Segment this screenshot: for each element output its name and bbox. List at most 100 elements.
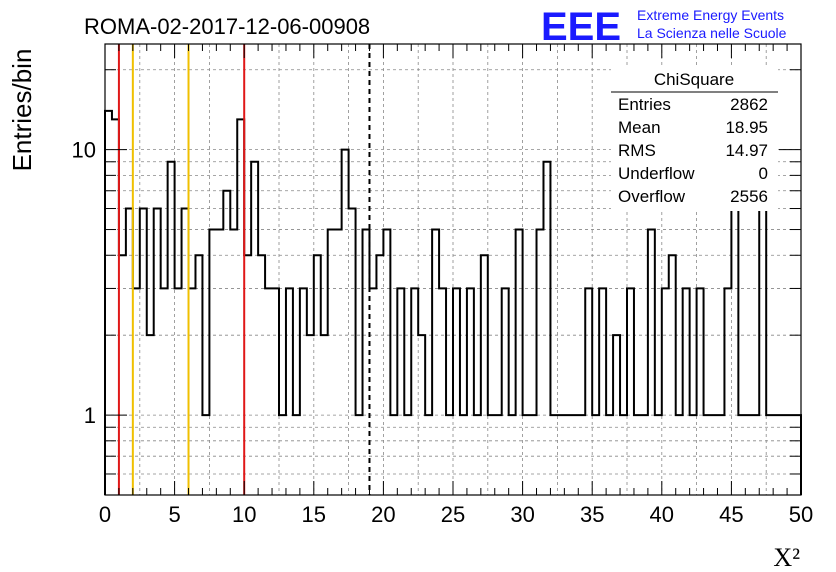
histogram-bin (161, 288, 168, 495)
histogram-bin (230, 230, 237, 495)
eee-logo: EEE Extreme Energy Events La Scienza nel… (541, 5, 787, 49)
histogram-bin (168, 162, 175, 495)
x-tick-label: 25 (441, 502, 465, 527)
histogram-bin (133, 288, 140, 495)
histogram-bin (119, 255, 126, 495)
histogram-bin (223, 191, 230, 495)
x-tick-label: 15 (302, 502, 326, 527)
histogram-bin (279, 415, 286, 495)
x-tick-label: 35 (580, 502, 604, 527)
histogram-bin (585, 288, 592, 495)
histogram-bin (453, 288, 460, 495)
histogram-bin (711, 415, 718, 495)
histogram-bin (704, 415, 711, 495)
histogram-bin (349, 209, 356, 495)
histogram-bin (335, 230, 342, 495)
stats-row-label: Overflow (618, 187, 686, 206)
histogram-bin (321, 335, 328, 495)
histogram-bin (724, 288, 731, 495)
histogram-bin (258, 255, 265, 495)
histogram-bin (390, 415, 397, 495)
stats-row-label: Mean (618, 118, 661, 137)
histogram-bin (697, 288, 704, 495)
histogram-bin (599, 288, 606, 495)
histogram-bin (265, 288, 272, 495)
histogram-bin (293, 415, 300, 495)
histogram-bin (425, 415, 432, 495)
histogram-bin (745, 415, 752, 495)
histogram-bin (557, 415, 564, 495)
histogram-bin (307, 335, 314, 495)
histogram-bin (126, 209, 133, 495)
histogram-bin (397, 288, 404, 495)
histogram-bin (592, 415, 599, 495)
stats-row-value: 2862 (730, 95, 768, 114)
histogram-bin (411, 288, 418, 495)
chart-title: ROMA-02-2017-12-06-00908 (84, 14, 370, 39)
tick-labels: 0 5 10 15 20 25 30 35 40 45 50 1 10 (72, 138, 814, 527)
x-tick-label: 20 (371, 502, 395, 527)
histogram-bin (780, 415, 787, 495)
histogram-bin (237, 119, 244, 495)
stats-title: ChiSquare (654, 70, 734, 89)
x-tick-label: 10 (232, 502, 256, 527)
histogram-bin (523, 415, 530, 495)
histogram-bin (356, 415, 363, 495)
histogram-bin (481, 255, 488, 495)
histogram-bin (439, 288, 446, 495)
histogram-bin (543, 162, 550, 495)
histogram-bin (662, 288, 669, 495)
histogram-bin (627, 288, 634, 495)
histogram-bin (578, 415, 585, 495)
histogram-bin (669, 255, 676, 495)
histogram-bin (773, 415, 780, 495)
stats-row-label: Underflow (618, 164, 695, 183)
histogram-bin (502, 288, 509, 495)
histogram-bin (432, 230, 439, 495)
histogram-bin (404, 415, 411, 495)
histogram-bin (495, 415, 502, 495)
histogram-bin (202, 415, 209, 495)
histogram-bin (634, 415, 641, 495)
histogram-bin (195, 255, 202, 495)
histogram-bin (383, 230, 390, 495)
histogram-bin (752, 415, 759, 495)
histogram-bin (690, 415, 697, 495)
histogram-bin (613, 335, 620, 495)
x-tick-label: 5 (168, 502, 180, 527)
histogram-bin (314, 255, 321, 495)
marker-lines (117, 44, 371, 495)
stats-row-label: Entries (618, 95, 671, 114)
logo-mark: EEE (541, 5, 621, 49)
y-tick-label: 10 (72, 138, 96, 163)
histogram-outline (104, 87, 802, 495)
histogram-bin (530, 415, 537, 495)
histogram-bin (564, 415, 571, 495)
stats-row-value: 0 (759, 164, 768, 183)
x-tick-label: 0 (99, 502, 111, 527)
histogram-bin (766, 415, 773, 495)
histogram-bars (104, 87, 802, 495)
histogram-bin (300, 288, 307, 495)
histogram-bin (571, 415, 578, 495)
histogram-bin (182, 209, 189, 495)
histogram-bin (460, 415, 467, 495)
histogram-bin (738, 415, 745, 495)
histogram-bin (537, 230, 544, 495)
histogram-bin (683, 288, 690, 495)
x-tick-label: 30 (510, 502, 534, 527)
histogram-bin (363, 230, 370, 495)
histogram-bin (376, 255, 383, 495)
histogram-bin (655, 415, 662, 495)
histogram-bin (474, 415, 481, 495)
histogram-bin (272, 288, 279, 495)
histogram-bin (286, 288, 293, 495)
x-tick-label: 45 (719, 502, 743, 527)
histogram-bin (328, 230, 335, 495)
x-tick-label: 40 (650, 502, 674, 527)
histogram-bin (467, 288, 474, 495)
axis-ticks (104, 44, 802, 496)
stats-row-value: 2556 (730, 187, 768, 206)
logo-line-1: Extreme Energy Events (637, 7, 784, 23)
histogram-bin (620, 415, 627, 495)
